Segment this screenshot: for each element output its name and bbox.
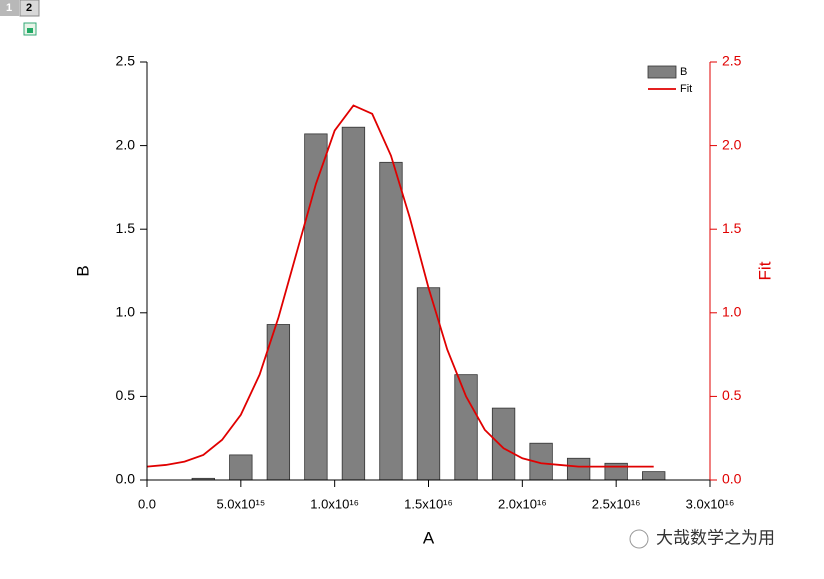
bar <box>642 471 666 481</box>
y2-tick-label: 1.5 <box>722 220 742 236</box>
y2-tick-label: 0.5 <box>722 387 742 403</box>
lock-body <box>27 28 33 33</box>
watermark-icon <box>629 529 649 549</box>
x-tick-label: 1.5x10¹⁶ <box>404 496 453 511</box>
y-axis-label: B <box>73 265 92 276</box>
legend-label: Fit <box>680 83 692 95</box>
fit-line <box>146 104 654 468</box>
x-tick-label: 5.0x10¹⁵ <box>216 496 265 511</box>
bar <box>454 374 478 481</box>
x-tick-label: 2.0x10¹⁶ <box>498 496 547 511</box>
y2-tick-label: 2.0 <box>722 136 742 152</box>
y-tick-label: 1.0 <box>116 304 136 320</box>
y2-tick-label: 2.5 <box>722 53 742 69</box>
y-tick-label: 1.5 <box>116 220 136 236</box>
layer-tab[interactable] <box>19 0 40 17</box>
bar <box>341 126 366 481</box>
bar <box>379 161 403 481</box>
watermark: 大哉数学之为用 <box>656 528 775 547</box>
x-tick-label: 0.0 <box>138 496 156 511</box>
layer-tab[interactable] <box>0 0 19 16</box>
legend-label: B <box>680 66 687 78</box>
x-axis-label: A <box>423 528 435 547</box>
y2-axis-label: Fit <box>755 261 774 280</box>
legend-swatch <box>647 65 677 79</box>
y-tick-label: 2.5 <box>116 53 136 69</box>
bar <box>229 454 253 481</box>
y2-tick-label: 0.0 <box>722 471 742 487</box>
x-tick-label: 1.0x10¹⁶ <box>310 496 359 511</box>
y-tick-label: 0.5 <box>116 387 136 403</box>
y-tick-label: 0.0 <box>116 471 136 487</box>
layer-tab-label: 1 <box>6 2 12 14</box>
y2-tick-label: 1.0 <box>722 304 742 320</box>
x-tick-label: 3.0x10¹⁶ <box>686 496 735 511</box>
y-tick-label: 2.0 <box>116 136 136 152</box>
layer-tab-label: 2 <box>26 2 32 14</box>
bar <box>491 407 516 481</box>
x-tick-label: 2.5x10¹⁶ <box>592 496 641 511</box>
bar <box>266 324 291 481</box>
bar <box>566 457 591 481</box>
